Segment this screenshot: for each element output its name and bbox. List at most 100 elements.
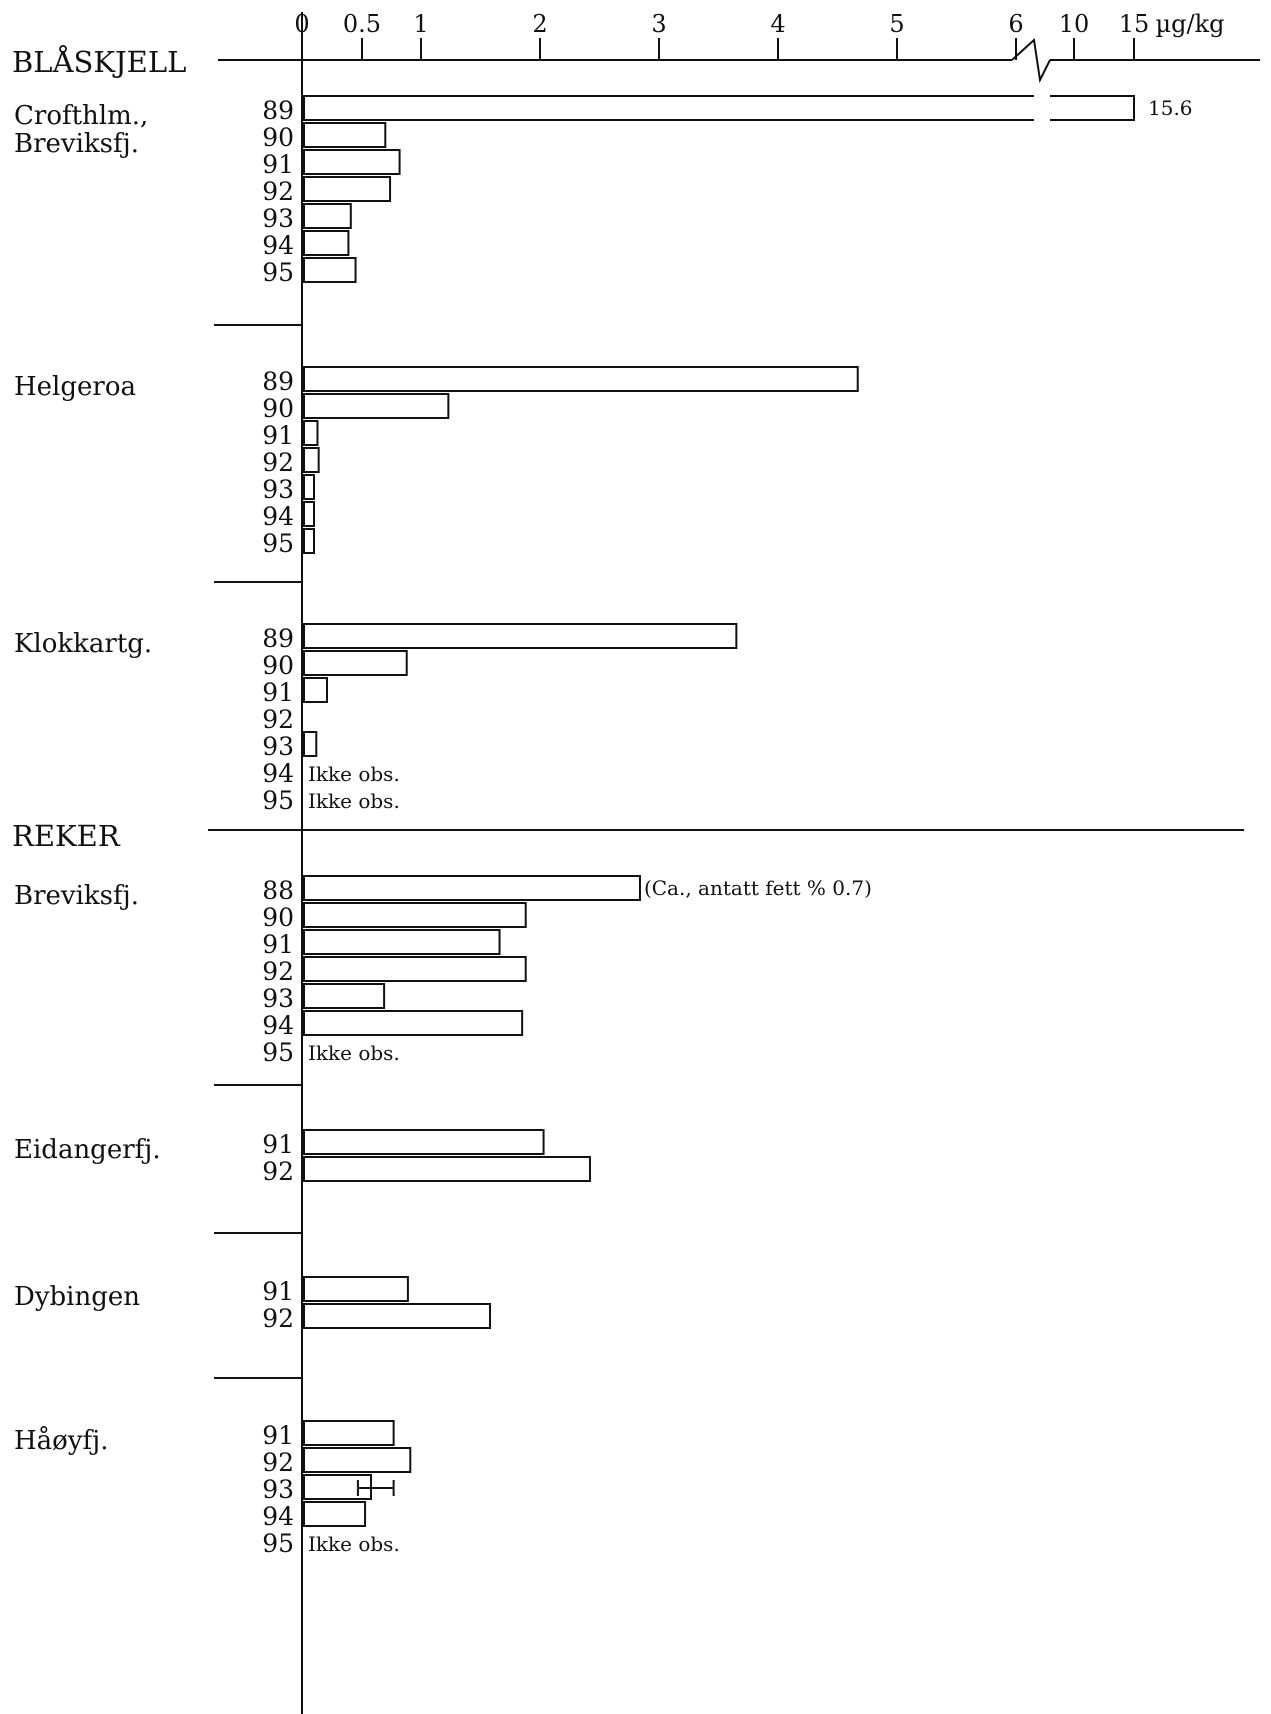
bar (303, 393, 450, 419)
year-label: 92 (262, 1304, 294, 1333)
year-label: 89 (262, 367, 294, 396)
bar (303, 447, 320, 473)
x-tick-label: 0 (294, 10, 309, 38)
site-label: Dybingen (14, 1282, 140, 1312)
year-label: 91 (262, 421, 294, 450)
axis-break-mark (1011, 38, 1051, 84)
bar (303, 650, 408, 676)
bar (303, 677, 328, 703)
year-label: 91 (262, 1421, 294, 1450)
bar (303, 257, 357, 283)
site-label: Breviksfj. (14, 881, 139, 911)
bar (303, 875, 641, 901)
year-label: 88 (262, 876, 294, 905)
bar (303, 122, 387, 148)
x-tick-label: 0.5 (343, 10, 381, 38)
x-tick-label: 4 (770, 10, 785, 38)
bar (303, 1447, 412, 1473)
year-label: 94 (262, 759, 294, 788)
year-label: 95 (262, 1038, 294, 1067)
year-label: 93 (262, 1475, 294, 1504)
site-label: Crofthlm., (14, 101, 148, 131)
not-observed-note: Ikke obs. (308, 762, 400, 786)
year-label: 92 (262, 957, 294, 986)
bar-value-label: (Ca., antatt fett % 0.7) (644, 876, 872, 900)
bar (303, 623, 738, 649)
bar (303, 95, 1135, 121)
year-label: 91 (262, 150, 294, 179)
bar (303, 902, 527, 928)
x-axis-unit: µg/kg (1156, 10, 1225, 38)
bar (303, 1276, 409, 1302)
site-label: Håøyfj. (14, 1425, 108, 1456)
x-tick-label: 1 (413, 10, 428, 38)
not-observed-note: Ikke obs. (308, 1532, 400, 1556)
group-label: REKER (12, 819, 121, 853)
year-label: 90 (262, 651, 294, 680)
bar (303, 1474, 373, 1500)
year-label: 91 (262, 678, 294, 707)
bar (303, 149, 401, 175)
year-label: 91 (262, 1130, 294, 1159)
x-tick-label: 3 (651, 10, 666, 38)
bar (303, 956, 527, 982)
year-label: 89 (262, 96, 294, 125)
bar (303, 474, 315, 500)
labels: 0 0.5 1 2 3 4 5 6 10 15 µg/kgBLÅSKJELLCrofthlm.,Br… (12, 10, 1224, 1558)
x-tick-label: 10 (1059, 10, 1090, 38)
year-label: 93 (262, 204, 294, 233)
x-tick-label: 5 (889, 10, 904, 38)
not-observed-note: Ikke obs. (308, 789, 400, 813)
not-observed-note: Ikke obs. (308, 1041, 400, 1065)
year-label: 93 (262, 475, 294, 504)
year-label: 94 (262, 1011, 294, 1040)
bar (303, 1303, 492, 1329)
year-label: 89 (262, 624, 294, 653)
site-label: Klokkartg. (14, 629, 152, 659)
site-label: Eidangerfj. (14, 1135, 161, 1165)
year-label: 95 (262, 529, 294, 558)
bars (303, 94, 1135, 1527)
x-tick-label: 2 (532, 10, 547, 38)
year-label: 94 (262, 502, 294, 531)
bar (303, 528, 315, 554)
bar (303, 1156, 591, 1182)
bar (303, 176, 392, 202)
year-label: 95 (262, 258, 294, 287)
bar (303, 731, 318, 757)
year-label: 95 (262, 786, 294, 815)
year-label: 94 (262, 1502, 294, 1531)
bar-break-gap (1034, 94, 1050, 122)
axes (208, 12, 1260, 1714)
year-label: 92 (262, 1157, 294, 1186)
year-label: 90 (262, 903, 294, 932)
bar (303, 1010, 524, 1036)
bar (303, 1501, 367, 1527)
bar (303, 501, 315, 527)
bar (303, 203, 352, 229)
bar (303, 983, 386, 1009)
bar (303, 929, 501, 955)
bar (303, 1129, 545, 1155)
x-tick-label: 15 (1119, 10, 1150, 38)
year-label: 95 (262, 1529, 294, 1558)
year-label: 93 (262, 984, 294, 1013)
year-label: 91 (262, 930, 294, 959)
year-label: 90 (262, 123, 294, 152)
bar (303, 366, 859, 392)
bar (303, 1420, 395, 1446)
group-label: BLÅSKJELL (12, 44, 186, 79)
year-label: 90 (262, 394, 294, 423)
bar-value-label: 15.6 (1148, 96, 1193, 120)
bar (303, 230, 350, 256)
site-label: Breviksfj. (14, 129, 139, 159)
year-label: 93 (262, 732, 294, 761)
site-label: Helgeroa (14, 372, 136, 402)
x-tick-label: 6 (1008, 10, 1023, 38)
bar (303, 420, 319, 446)
year-label: 92 (262, 448, 294, 477)
year-label: 94 (262, 231, 294, 260)
year-label: 92 (262, 1448, 294, 1477)
year-label: 92 (262, 177, 294, 206)
